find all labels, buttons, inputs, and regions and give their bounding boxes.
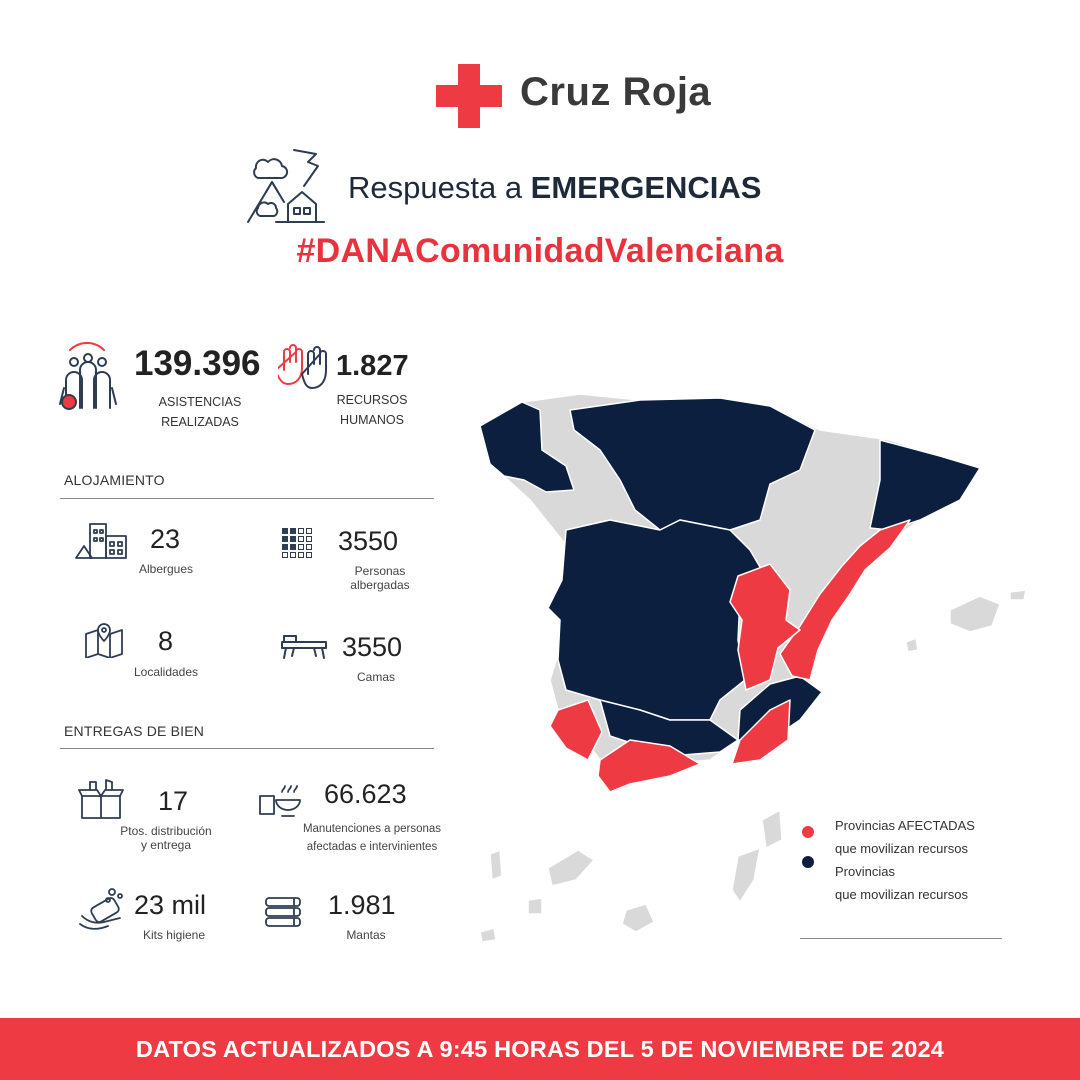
legend-mobilizing-dot [802,856,814,868]
personas-value: 3550 [338,526,399,556]
map-canary-la-palma [489,849,503,881]
map-affected-murcia [731,699,791,765]
grid-people-icon [282,528,312,558]
blankets-icon [265,897,301,927]
update-footer: DATOS ACTUALIZADOS A 9:45 HORAS DEL 5 DE… [0,1018,1080,1080]
mantas-label: Mantas [346,928,386,942]
manutenciones-label: Manutenciones a personas afectadas e inte… [302,823,442,853]
map-pin-icon [85,623,123,658]
hashtag: #DANAComunidadValenciana [296,232,784,270]
shelter-buildings-icon [75,523,127,559]
mantas-value: 1.981 [328,890,396,920]
legend-divider [800,938,1002,939]
emergency-header: Respuesta a EMERGENCIAS [244,148,844,224]
box-icon [78,779,124,819]
camas-label: Camas [356,670,395,684]
alojamiento-divider [60,498,434,499]
map-affected-andalusia-coast [597,739,701,793]
red-cross-icon [436,64,502,128]
puntos-label: Ptos. distribución y entrega [120,824,212,852]
legend-affected-text: Provincias AFECTADAS que movilizan recurs… [835,818,975,856]
brand-name: Cruz Roja [520,70,712,114]
albergues-value: 23 [150,524,181,554]
map-affected-cuenca-albacete [729,563,801,691]
map-balearic-ibiza [905,637,919,653]
spain-provinces-map [479,393,1027,943]
map-balearic-majorca [949,595,1001,633]
asistencias-value: 139.396 [134,344,261,383]
recursos-label: RECURSOS HUMANOS [336,393,408,427]
map-mobilizing-center-west [547,519,771,721]
soap-icon [79,888,123,930]
map-canary-tenerife [547,849,595,887]
map-balearic-minorca [1009,589,1027,601]
map-mobilizing-northwest [479,401,575,493]
camas-value: 3550 [342,632,403,662]
kits-value: 23 mil [134,890,207,920]
localidades-value: 8 [158,626,174,656]
cruz-roja-logo: Cruz Roja [436,62,726,128]
map-affected-huelva [549,699,603,761]
map-canary-fuerteventura [731,847,761,903]
map-mobilizing-catalonia [869,439,981,531]
asistencias-label: ASISTENCIAS REALIZADAS [158,395,242,429]
legend-mobilizing-text: Provincias que movilizan recursos [835,864,968,902]
puntos-value: 17 [158,786,189,816]
map-canary-la-gomera [527,897,543,915]
entregas-title: ENTREGAS DE BIEN [64,723,205,739]
raised-hands-icon [278,344,327,389]
entregas-divider [60,748,434,749]
footer-text: DATOS ACTUALIZADOS A 9:45 HORAS DEL 5 DE… [135,1036,945,1062]
localidades-label: Localidades [133,665,199,679]
legend-affected-dot [802,826,814,838]
manutenciones-value: 66.623 [324,779,407,809]
recursos-value: 1.827 [336,350,409,382]
emergency-title: Respuesta a EMERGENCIAS [348,170,762,205]
kits-label: Kits higiene [142,928,206,942]
personas-label: Personas albergadas [350,564,410,592]
map-affected-valencia [779,519,911,681]
disaster-scene-icon [247,149,325,223]
map-canary-gran-canaria [621,903,655,933]
bed-icon [281,635,327,659]
map-canary-el-hierro [479,927,497,943]
map-canary-lanzarote [761,809,783,849]
map-mobilizing-north [569,397,816,531]
food-bowl-icon [259,785,301,817]
alojamiento-title: ALOJAMIENTO [64,472,165,488]
people-group-icon [59,342,117,410]
albergues-label: Albergues [138,562,194,576]
